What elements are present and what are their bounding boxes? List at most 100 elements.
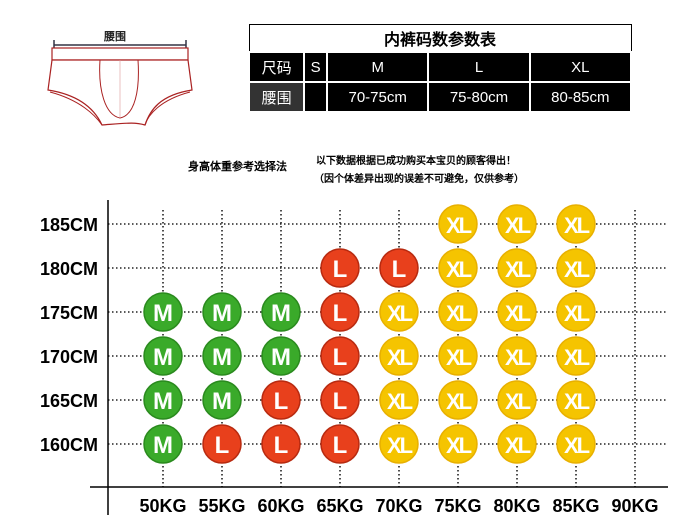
brief-diagram [47, 40, 193, 126]
table-cell: 80-85cm [528, 81, 633, 113]
size-marker-label: XL [387, 389, 413, 414]
size-marker-label: XL [564, 345, 590, 370]
size-marker-label: L [274, 388, 289, 415]
size-marker-label: XL [564, 301, 590, 326]
size-marker-xl [556, 424, 596, 464]
size-marker-m [202, 336, 242, 376]
size-marker-l [379, 248, 419, 288]
size-marker-label: L [333, 344, 348, 371]
size-marker-xl [379, 380, 419, 420]
size-marker-xl [379, 336, 419, 376]
y-tick-label: 175CM [40, 303, 98, 323]
size-marker-l [202, 424, 242, 464]
guide-heading: 身高体重参考选择法 [188, 161, 287, 173]
header-cell: S [303, 51, 329, 83]
x-tick-label: 85KG [552, 496, 599, 515]
header-cell: M [326, 51, 430, 83]
guide-disclaimer: （因个体差异出现的误差不可避免，仅供参考） [314, 174, 524, 185]
size-marker-l [320, 248, 360, 288]
size-marker-xl [497, 424, 537, 464]
size-marker-xl [497, 380, 537, 420]
size-marker-label: XL [446, 301, 472, 326]
size-marker-xl [556, 248, 596, 288]
table-cell [303, 81, 329, 113]
header-cell: 尺码 [247, 51, 306, 83]
header-cell: XL [528, 51, 633, 83]
size-marker-xl [438, 380, 478, 420]
size-marker-xl [379, 292, 419, 332]
y-tick-label: 165CM [40, 391, 98, 411]
size-marker-xl [497, 292, 537, 332]
size-marker-label: M [212, 388, 232, 415]
x-tick-label: 70KG [375, 496, 422, 515]
size-marker-m [143, 336, 183, 376]
size-table-header: 尺码 S M L XL [247, 51, 633, 83]
y-tick-label: 170CM [40, 347, 98, 367]
size-marker-l [320, 380, 360, 420]
x-tick-label: 90KG [611, 496, 658, 515]
guide-note: 以下数据根据已成功购买本宝贝的顾客得出！ [316, 156, 516, 167]
size-marker-label: L [392, 256, 407, 283]
size-marker-l [261, 424, 301, 464]
size-marker-m [143, 292, 183, 332]
x-tick-label: 50KG [139, 496, 186, 515]
size-marker-label: L [333, 300, 348, 327]
size-marker-m [202, 292, 242, 332]
table-cell: 75-80cm [427, 81, 531, 113]
size-marker-label: M [212, 344, 232, 371]
size-marker-label: XL [564, 257, 590, 282]
size-marker-label: XL [446, 345, 472, 370]
size-marker-label: XL [446, 389, 472, 414]
size-marker-label: M [153, 388, 173, 415]
size-marker-m [261, 292, 301, 332]
size-marker-label: M [153, 432, 173, 459]
size-marker-label: M [271, 300, 291, 327]
size-marker-label: XL [505, 345, 531, 370]
size-marker-label: XL [505, 213, 531, 238]
size-marker-m [143, 380, 183, 420]
size-marker-xl [438, 248, 478, 288]
y-tick-label: 180CM [40, 259, 98, 279]
size-marker-xl [556, 336, 596, 376]
size-marker-label: XL [564, 433, 590, 458]
x-tick-label: 55KG [198, 496, 245, 515]
size-marker-xl [438, 424, 478, 464]
x-tick-label: 80KG [493, 496, 540, 515]
size-marker-xl [438, 336, 478, 376]
waist-label: 腰围 [102, 28, 128, 44]
size-marker-m [202, 380, 242, 420]
size-marker-xl [497, 204, 537, 244]
size-marker-l [320, 336, 360, 376]
size-marker-label: M [212, 300, 232, 327]
size-marker-label: M [271, 344, 291, 371]
size-marker-l [320, 424, 360, 464]
size-marker-label: XL [446, 257, 472, 282]
size-marker-label: XL [387, 301, 413, 326]
size-marker-label: XL [505, 389, 531, 414]
size-marker-label: XL [505, 301, 531, 326]
y-tick-label: 160CM [40, 435, 98, 455]
size-marker-label: XL [505, 257, 531, 282]
size-marker-label: XL [505, 433, 531, 458]
row-label: 腰围 [247, 81, 306, 113]
size-marker-label: XL [564, 213, 590, 238]
size-marker-label: L [274, 432, 289, 459]
size-marker-xl [497, 336, 537, 376]
size-marker-label: L [333, 388, 348, 415]
size-table-title: 内裤码数参数表 [248, 24, 632, 53]
header-cell: L [427, 51, 531, 83]
x-tick-label: 65KG [316, 496, 363, 515]
size-marker-xl [556, 380, 596, 420]
size-marker-xl [438, 292, 478, 332]
size-marker-xl [438, 204, 478, 244]
size-marker-label: L [333, 432, 348, 459]
x-tick-label: 60KG [257, 496, 304, 515]
height-weight-chart: 185CM 180CM 175CM 170CM 165CM 160CM 50KG 55KG 60… [40, 200, 668, 515]
size-marker-label: L [215, 432, 230, 459]
size-marker-xl [497, 248, 537, 288]
size-marker-l [320, 292, 360, 332]
table-cell: 70-75cm [326, 81, 430, 113]
size-marker-label: XL [446, 213, 472, 238]
size-marker-m [261, 336, 301, 376]
